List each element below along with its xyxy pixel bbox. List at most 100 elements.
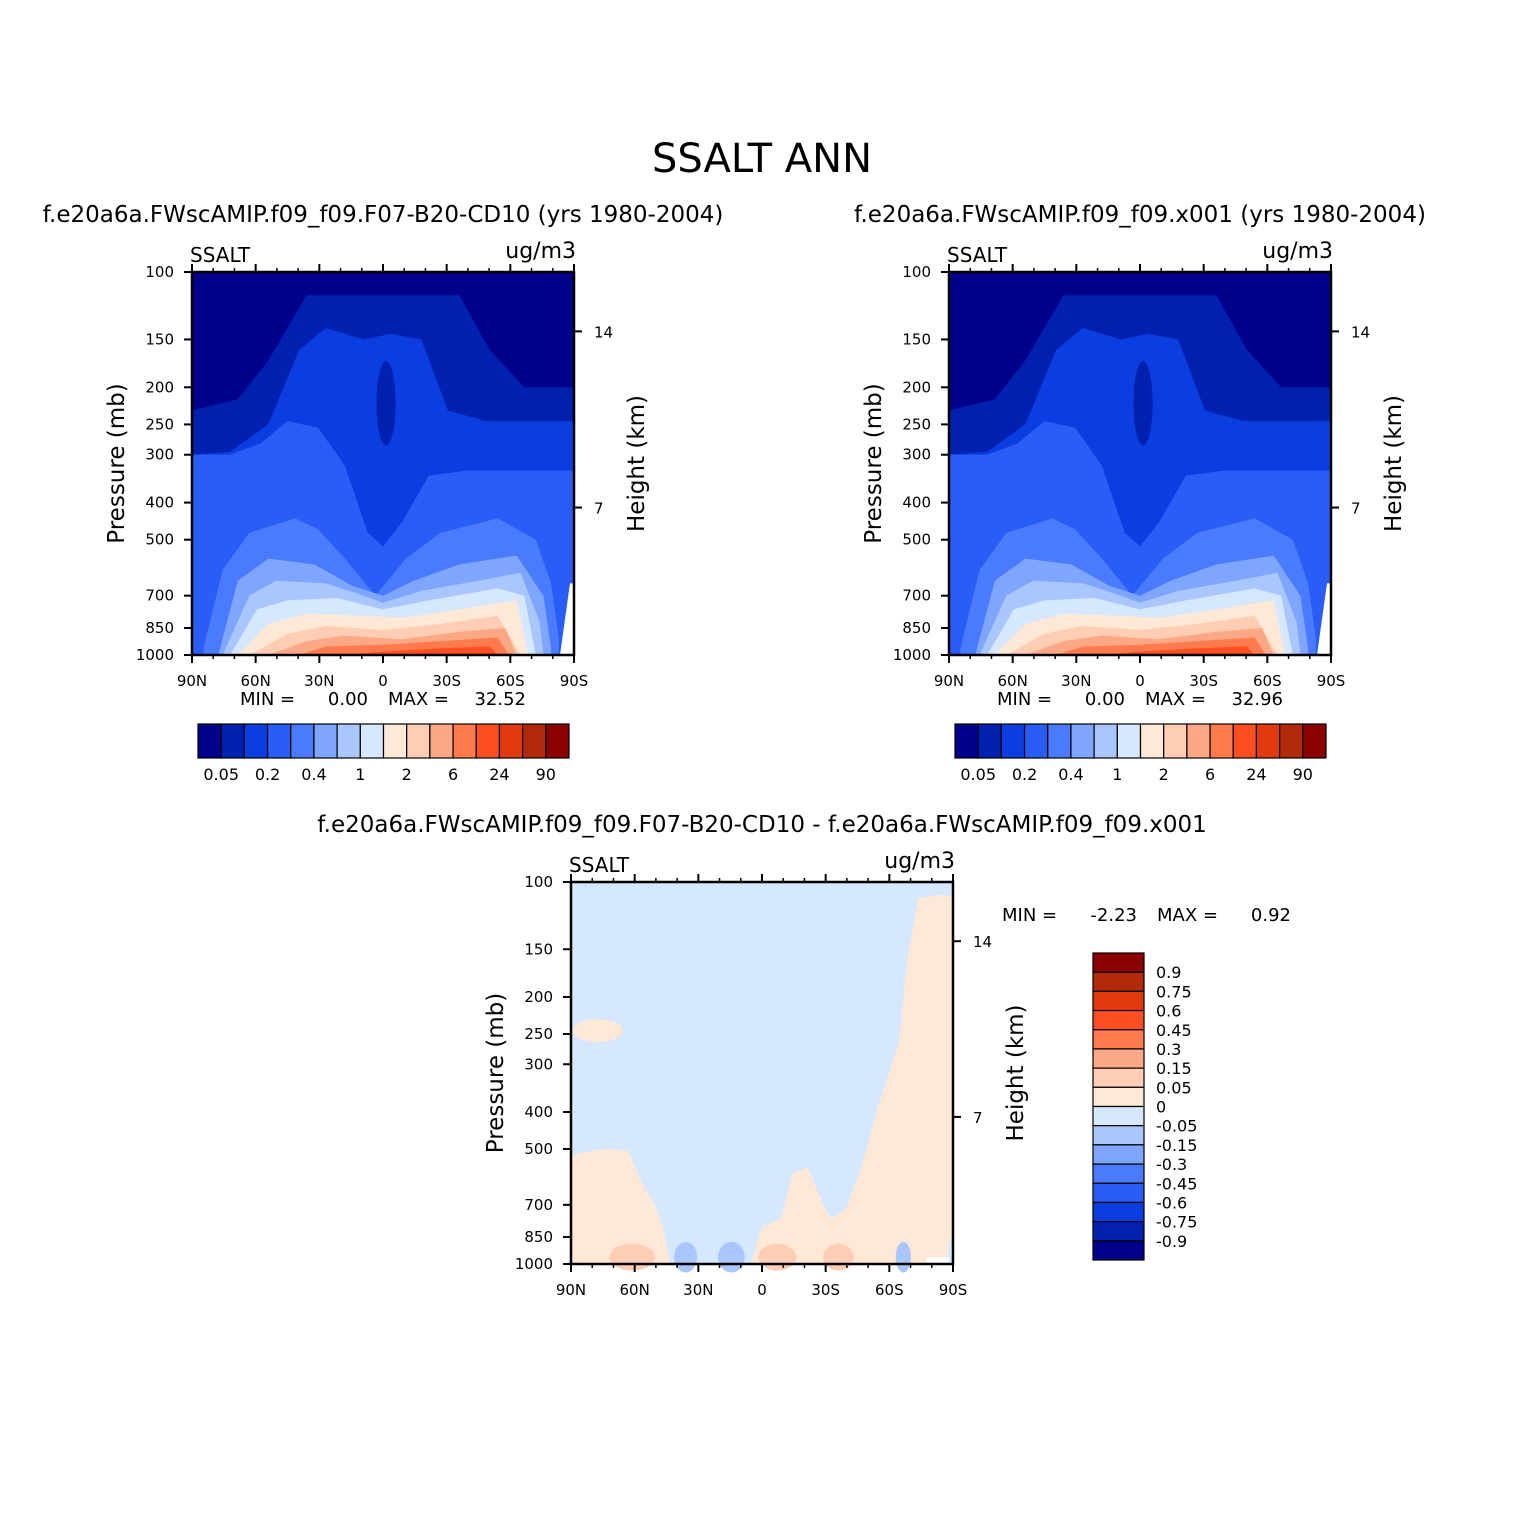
panel-title: f.e20a6a.FWscAMIP.f09_f09.F07-B20-CD10 (… bbox=[43, 202, 724, 228]
min-label: MIN = bbox=[997, 689, 1052, 710]
colorbar-box bbox=[1209, 723, 1234, 759]
y-tick-label: 100 bbox=[145, 263, 174, 281]
colorbar-box bbox=[1279, 723, 1304, 759]
colorbar-label: -0.75 bbox=[1156, 1213, 1197, 1232]
colorbar-label: 0.2 bbox=[255, 765, 280, 784]
colorbar-box bbox=[1092, 1201, 1145, 1223]
colorbar-box bbox=[1092, 952, 1145, 973]
colorbar-box bbox=[1092, 1125, 1145, 1146]
max-label: MAX = bbox=[388, 689, 449, 710]
max-value: 32.96 bbox=[1231, 689, 1283, 710]
colorbar-box bbox=[1092, 1221, 1145, 1242]
colorbar-box bbox=[1023, 723, 1049, 759]
y-tick-label: 1000 bbox=[893, 646, 931, 664]
colorbar-box bbox=[1093, 723, 1118, 759]
y-tick-label: 1000 bbox=[515, 1255, 553, 1273]
max-label: MAX = bbox=[1157, 905, 1218, 926]
colorbar-box bbox=[1092, 1163, 1145, 1184]
y-tick-label: 100 bbox=[902, 263, 931, 281]
colorbar-box bbox=[1092, 1048, 1145, 1069]
figure-title: SSALT ANN bbox=[652, 136, 872, 182]
colorbar-box bbox=[336, 723, 361, 759]
colorbar-box bbox=[1092, 1182, 1145, 1204]
min-value: 0.00 bbox=[1085, 689, 1125, 710]
colorbar-label: 0.05 bbox=[203, 765, 239, 784]
y-tick-label: 500 bbox=[902, 531, 931, 549]
y-axis-label: Pressure (mb) bbox=[861, 383, 887, 543]
colorbar-label: 0.75 bbox=[1156, 982, 1192, 1001]
colorbar-box bbox=[243, 723, 269, 759]
contour-fill-level-positive-upper bbox=[572, 1019, 623, 1043]
colorbar-box bbox=[1047, 723, 1072, 759]
colorbar-label: 24 bbox=[1246, 765, 1266, 784]
colorbar-label: -0.3 bbox=[1156, 1155, 1187, 1174]
colorbar-box bbox=[452, 723, 477, 759]
x-tick-label: 90S bbox=[560, 672, 589, 690]
colorbar-label: 0.45 bbox=[1156, 1021, 1192, 1040]
y-right-tick-label: 7 bbox=[594, 500, 604, 518]
y-tick-label: 300 bbox=[524, 1055, 553, 1073]
y-right-axis-label: Height (km) bbox=[1003, 1004, 1029, 1141]
y-tick-label: 850 bbox=[145, 619, 174, 637]
y-tick-label: 1000 bbox=[136, 646, 174, 664]
colorbar-box bbox=[1092, 971, 1145, 992]
y-tick-label: 300 bbox=[902, 446, 931, 464]
variable-label: SSALT bbox=[947, 243, 1008, 267]
chart-panel-2: 90N 60N 30N 0 30S 60S 90S 100 150 200 250 300 400 500… bbox=[854, 202, 1426, 784]
colorbar-label: 0.05 bbox=[1156, 1078, 1192, 1097]
colorbar-label: 24 bbox=[489, 765, 509, 784]
x-tick-label: 60N bbox=[241, 672, 271, 690]
colorbar-label: -0.05 bbox=[1156, 1117, 1197, 1136]
colorbar-box bbox=[406, 723, 431, 759]
colorbar-box bbox=[1092, 1240, 1145, 1261]
colorbar-box bbox=[1070, 723, 1095, 759]
x-tick-label: 0 bbox=[1135, 672, 1145, 690]
y-tick-label: 850 bbox=[902, 619, 931, 637]
contour-fill-level-1-equator bbox=[376, 361, 396, 446]
units-label: ug/m3 bbox=[884, 849, 955, 874]
y-tick-label: 250 bbox=[524, 1025, 553, 1043]
colorbar-box bbox=[1255, 723, 1281, 759]
y-right-tick-label: 14 bbox=[1351, 323, 1370, 341]
x-tick-label: 30N bbox=[304, 672, 334, 690]
x-tick-label: 30S bbox=[811, 1281, 840, 1299]
x-tick-label: 60N bbox=[620, 1281, 650, 1299]
colorbar-label: 2 bbox=[1159, 765, 1169, 784]
contour-fill-level-negative-surface bbox=[895, 1241, 911, 1273]
colorbar-label: 0.2 bbox=[1012, 765, 1037, 784]
min-label: MIN = bbox=[240, 689, 295, 710]
y-tick-label: 700 bbox=[145, 587, 174, 605]
y-tick-label: 400 bbox=[145, 494, 174, 512]
x-tick-label: 90N bbox=[177, 672, 207, 690]
y-right-tick-label: 7 bbox=[1351, 500, 1361, 518]
colorbar-box bbox=[1163, 723, 1188, 759]
colorbar-box bbox=[1092, 990, 1145, 1012]
colorbar-box bbox=[1092, 1067, 1145, 1088]
x-tick-label: 90S bbox=[1317, 672, 1346, 690]
colorbar-box bbox=[522, 723, 547, 759]
x-tick-label: 30N bbox=[683, 1281, 713, 1299]
colorbar-box bbox=[977, 723, 1002, 759]
colorbar-box bbox=[1000, 723, 1026, 759]
y-axis-label: Pressure (mb) bbox=[483, 993, 509, 1153]
units-label: ug/m3 bbox=[505, 239, 576, 264]
colorbar-box bbox=[266, 723, 292, 759]
contour-fill-level-positive-surface bbox=[823, 1243, 854, 1271]
colorbar-box bbox=[475, 723, 501, 759]
colorbar-label: 90 bbox=[536, 765, 556, 784]
min-value: -2.23 bbox=[1090, 905, 1137, 926]
missing-data-region bbox=[1317, 583, 1331, 655]
y-tick-label: 700 bbox=[902, 587, 931, 605]
min-value: 0.00 bbox=[328, 689, 368, 710]
y-tick-label: 250 bbox=[145, 415, 174, 433]
contour-fill-level-1-equator bbox=[1133, 361, 1153, 446]
y-tick-label: 200 bbox=[902, 378, 931, 396]
missing-data-region bbox=[926, 1257, 950, 1264]
x-tick-label: 60S bbox=[496, 672, 525, 690]
colorbar-box bbox=[1092, 1144, 1145, 1165]
colorbar-box bbox=[359, 723, 385, 759]
colorbar-label: 0.15 bbox=[1156, 1059, 1192, 1078]
y-tick-label: 500 bbox=[145, 531, 174, 549]
colorbar-label: 6 bbox=[1205, 765, 1215, 784]
contour-fill-level-positive-surface bbox=[609, 1243, 656, 1271]
